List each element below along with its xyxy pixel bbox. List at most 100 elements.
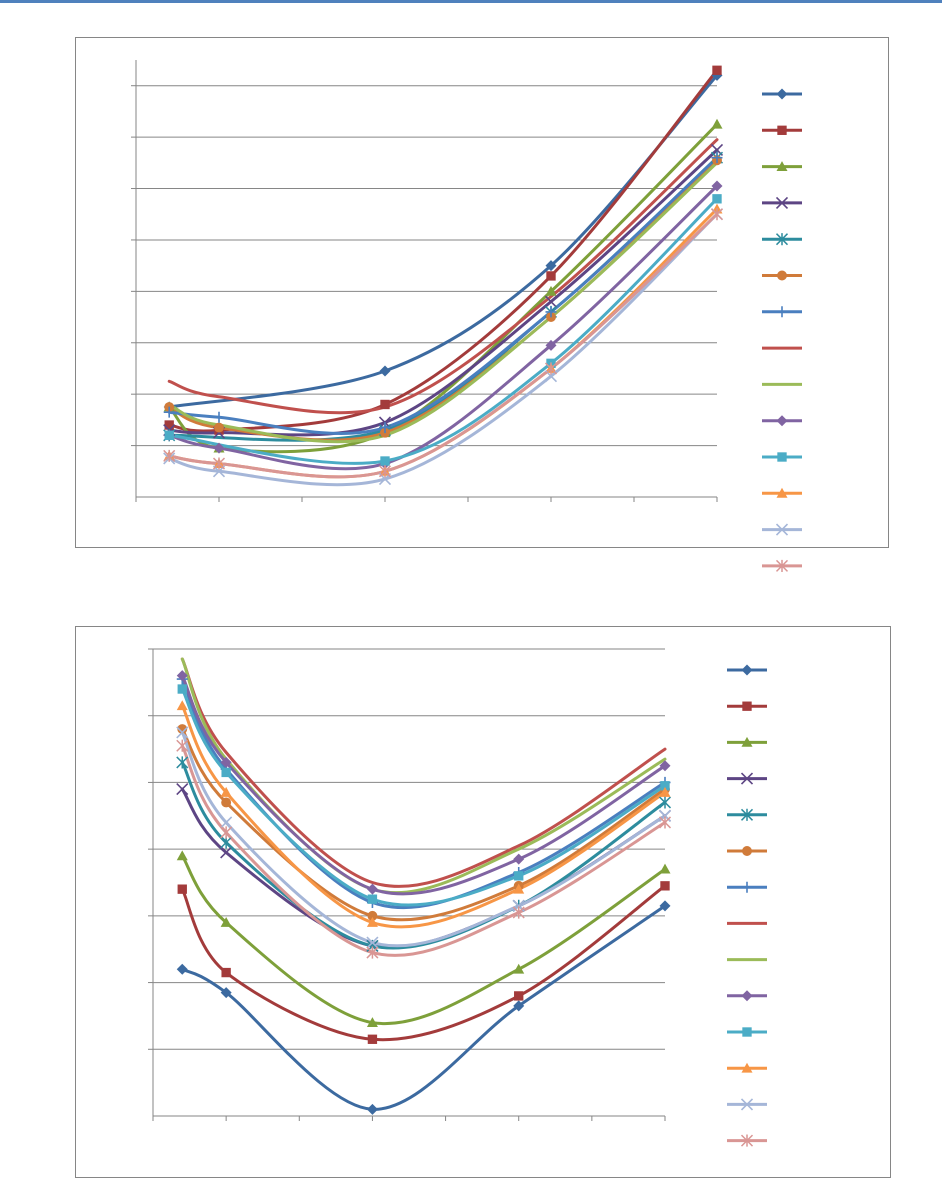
chart-2-series-1-line xyxy=(180,904,667,1111)
chart-2-series xyxy=(176,657,672,1115)
chart-2-legend-marker-2 xyxy=(742,701,752,711)
chart-2-series-10-point xyxy=(513,853,525,865)
top-rule xyxy=(0,0,942,3)
chart-2-series-1-point xyxy=(366,1103,378,1115)
chart-2-legend-marker-11 xyxy=(742,1027,752,1037)
chart-2-legend-marker-5 xyxy=(740,808,754,821)
chart-1-legend xyxy=(762,88,802,572)
chart-2-series-5-point xyxy=(658,796,672,809)
chart-2-series-3-line xyxy=(180,854,667,1026)
chart-1-legend-marker-11 xyxy=(777,452,787,462)
chart-2-series-3-point xyxy=(176,850,188,861)
chart-1-series-14-point xyxy=(710,208,724,221)
chart-2-axes xyxy=(148,648,666,1121)
chart-2-series-14-point xyxy=(220,826,233,839)
chart-2-series-10-point xyxy=(220,756,232,768)
chart-1-series-2-point xyxy=(712,65,722,75)
chart-1-series-7-point xyxy=(711,152,723,164)
chart-1-series-14-point xyxy=(544,362,558,375)
chart-2-series-6-point xyxy=(177,724,188,735)
chart-1-series-2-point xyxy=(164,420,174,430)
chart-1-series-7-point xyxy=(163,406,175,418)
chart-2-series-11-point xyxy=(177,684,187,694)
chart-2-series-13-point xyxy=(220,816,233,829)
chart-1-series-7-point xyxy=(213,411,225,423)
chart-1-series-7-point xyxy=(545,306,557,318)
chart-1-legend-marker-14 xyxy=(775,559,789,572)
chart-1-series-8-line xyxy=(167,138,719,415)
chart-2-series-4-point xyxy=(220,846,233,859)
chart-1-series-7-point xyxy=(379,422,391,434)
chart-1-legend-marker-3 xyxy=(776,161,788,171)
chart-2-series-12-point xyxy=(513,883,525,894)
chart-2-series-2-point xyxy=(221,967,231,978)
chart-2-series-11-point xyxy=(514,871,524,881)
chart-1-series-14-point xyxy=(378,465,392,478)
chart-1-legend-marker-13 xyxy=(775,523,789,536)
chart-2-legend-marker-1 xyxy=(741,664,753,676)
chart-2-series-3-point xyxy=(659,863,671,874)
chart-2-series-6-line xyxy=(180,727,667,922)
chart-1-legend-marker-6 xyxy=(777,270,787,281)
chart-2-series-14-point xyxy=(658,816,672,829)
chart-2-legend-marker-10 xyxy=(741,990,753,1002)
chart-2-series-12-point xyxy=(176,700,188,711)
chart-2-legend-marker-14 xyxy=(740,1134,754,1147)
chart-2-series-13-point xyxy=(366,936,379,949)
chart-2-series-8-line xyxy=(180,657,667,888)
chart-2-legend-marker-7 xyxy=(741,881,753,893)
chart-1-series-6-point xyxy=(214,422,224,433)
chart-2-legend-marker-13 xyxy=(740,1098,754,1111)
chart-2-series-4-point xyxy=(176,783,189,796)
chart-2-series-1-point xyxy=(659,900,671,912)
chart-2-series-2-point xyxy=(514,991,524,1001)
chart-1-series-11-point xyxy=(712,194,722,204)
chart-2-series-11-point xyxy=(221,767,231,778)
chart-2-legend-marker-6 xyxy=(742,846,752,856)
chart-2-series-14-point xyxy=(176,739,189,752)
chart-1-series-3-point xyxy=(711,118,723,129)
chart-2-series-11-line xyxy=(180,687,667,907)
chart-1-series-11-point xyxy=(380,456,390,466)
chart-2-series-2-point xyxy=(367,1034,378,1044)
chart-1-series-14-point xyxy=(212,457,226,470)
chart-2-series-1-point xyxy=(176,963,188,975)
chart-2-series-6-point xyxy=(221,797,232,808)
chart-2-series-13-point xyxy=(176,726,189,739)
chart-2-series-3-point xyxy=(220,917,232,927)
chart-2-series-10-point xyxy=(366,883,378,895)
chart-2-legend-marker-3 xyxy=(741,736,753,747)
chart-2-series-10-point xyxy=(176,670,188,682)
chart-2-series-2-line xyxy=(180,884,667,1042)
chart-2-series-1-point xyxy=(513,1000,525,1012)
chart-2-series-6-point xyxy=(367,910,378,921)
chart-1-legend-marker-4 xyxy=(775,196,789,209)
chart-1-series-2-point xyxy=(546,271,556,281)
chart-2-series-10-point xyxy=(659,760,671,772)
chart-1-series-1-point xyxy=(379,365,391,377)
chart-2-series-11-point xyxy=(367,894,378,904)
chart-2-series-3-point xyxy=(513,963,525,974)
chart-2-series-5-point xyxy=(176,756,189,769)
chart-1-series-10-point xyxy=(545,339,557,351)
chart-1-legend-marker-5 xyxy=(775,233,789,246)
chart-2-series-2-point xyxy=(660,881,670,891)
chart-1-legend-marker-2 xyxy=(777,125,787,135)
chart-2-series-11-point xyxy=(660,781,670,791)
chart-1-legend-marker-1 xyxy=(776,88,788,100)
chart-1-series-10-point xyxy=(213,442,225,454)
chart-2-series-2-point xyxy=(177,884,187,894)
chart-2-series-1-point xyxy=(220,987,232,999)
chart-2-series-12-point xyxy=(220,786,232,797)
chart-1-series-4-point xyxy=(544,295,558,308)
chart-2-legend-marker-12 xyxy=(741,1062,753,1073)
chart-1-legend-marker-7 xyxy=(776,306,788,318)
chart-1-legend-marker-12 xyxy=(776,487,788,498)
chart-2-series-14-point xyxy=(512,906,525,919)
chart-1-series-10-point xyxy=(711,180,723,192)
chart-2-legend xyxy=(727,664,767,1147)
chart-2-series-12-point xyxy=(366,917,378,927)
chart-1-series xyxy=(163,65,724,487)
